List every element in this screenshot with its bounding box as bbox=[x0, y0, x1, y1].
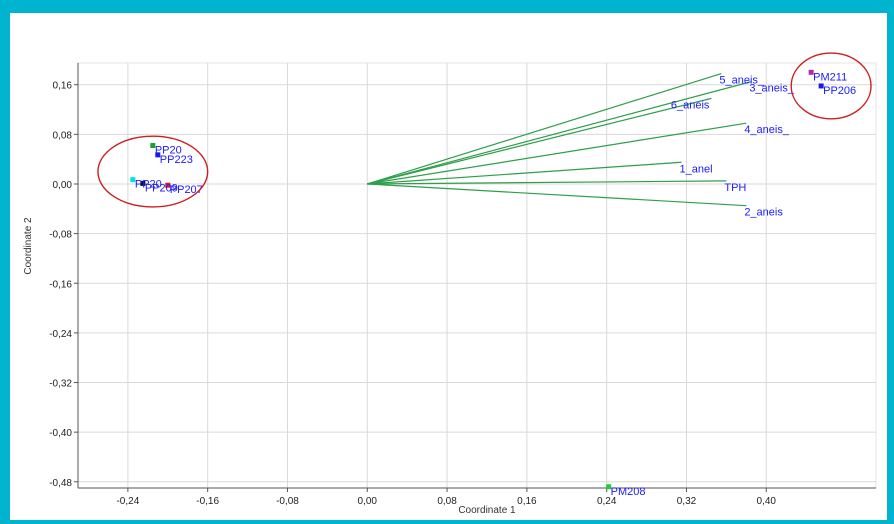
loading-vector bbox=[367, 97, 712, 185]
loading-vector bbox=[367, 183, 747, 207]
point-label: PP206 bbox=[823, 85, 856, 97]
point-label: PM208 bbox=[611, 486, 646, 498]
vector-label: TPH bbox=[724, 182, 746, 194]
loading-vector bbox=[367, 161, 682, 185]
y-tick-label: -0,40 bbox=[49, 428, 72, 439]
y-tick-label: -0,08 bbox=[49, 230, 72, 241]
y-axis-title: Coordinate 2 bbox=[23, 217, 34, 275]
data-point bbox=[165, 182, 171, 188]
vector-label: 3_aneis_ bbox=[749, 83, 795, 95]
data-point bbox=[155, 152, 161, 158]
x-tick-label: 0,16 bbox=[517, 496, 537, 507]
y-tick-label: -0,16 bbox=[49, 279, 72, 290]
vector-label: 6_aneis bbox=[671, 99, 710, 111]
data-point bbox=[606, 484, 612, 490]
vector-label: 1_anel bbox=[679, 163, 712, 175]
data-point bbox=[818, 83, 824, 89]
data-point bbox=[140, 180, 146, 186]
x-tick-label: 0,32 bbox=[677, 496, 697, 507]
plot-area bbox=[77, 62, 877, 489]
y-tick-label: -0,32 bbox=[49, 379, 72, 390]
loading-vector bbox=[367, 72, 722, 185]
point-label: PM211 bbox=[813, 71, 847, 83]
y-tick-label: 0,08 bbox=[53, 130, 73, 141]
x-tick-label: -0,16 bbox=[196, 496, 219, 507]
x-tick-label: 0,00 bbox=[358, 496, 378, 507]
biplot-chart: -0,24 -0,16 -0,08 0,00 0,08 0,16 0,24 0,32 0,40 0… bbox=[23, 52, 877, 516]
highlight-ellipse bbox=[97, 135, 209, 208]
point-label: PP223 bbox=[160, 154, 193, 166]
point-label: PP20 bbox=[135, 179, 162, 191]
data-point bbox=[150, 143, 156, 149]
x-tick-label: 0,40 bbox=[757, 496, 777, 507]
x-tick-label: 0,08 bbox=[437, 496, 457, 507]
loading-vector bbox=[367, 122, 747, 185]
x-tick-label: -0,24 bbox=[116, 496, 139, 507]
y-tick-label: -0,48 bbox=[49, 478, 72, 489]
vector-label: 4_aneis_ bbox=[744, 124, 790, 136]
data-point bbox=[808, 69, 814, 75]
y-tick-label: -0,24 bbox=[49, 329, 72, 340]
data-point bbox=[130, 177, 136, 183]
vector-label: 5_aneis_ bbox=[719, 75, 765, 87]
loading-vector bbox=[367, 81, 752, 185]
point-label: PP207 bbox=[170, 184, 203, 196]
x-axis-title: Coordinate 1 bbox=[458, 505, 516, 516]
y-tick-label: 0,16 bbox=[53, 81, 73, 92]
highlight-ellipse bbox=[790, 52, 872, 120]
x-tick-label: -0,08 bbox=[276, 496, 299, 507]
x-tick-label: 0,24 bbox=[597, 496, 617, 507]
loading-vector bbox=[367, 180, 727, 185]
y-tick-label: 0,00 bbox=[53, 180, 73, 191]
point-label: PP209 bbox=[145, 182, 178, 194]
point-label: PP20 bbox=[155, 145, 182, 157]
vector-label: 2_aneis bbox=[744, 207, 783, 219]
